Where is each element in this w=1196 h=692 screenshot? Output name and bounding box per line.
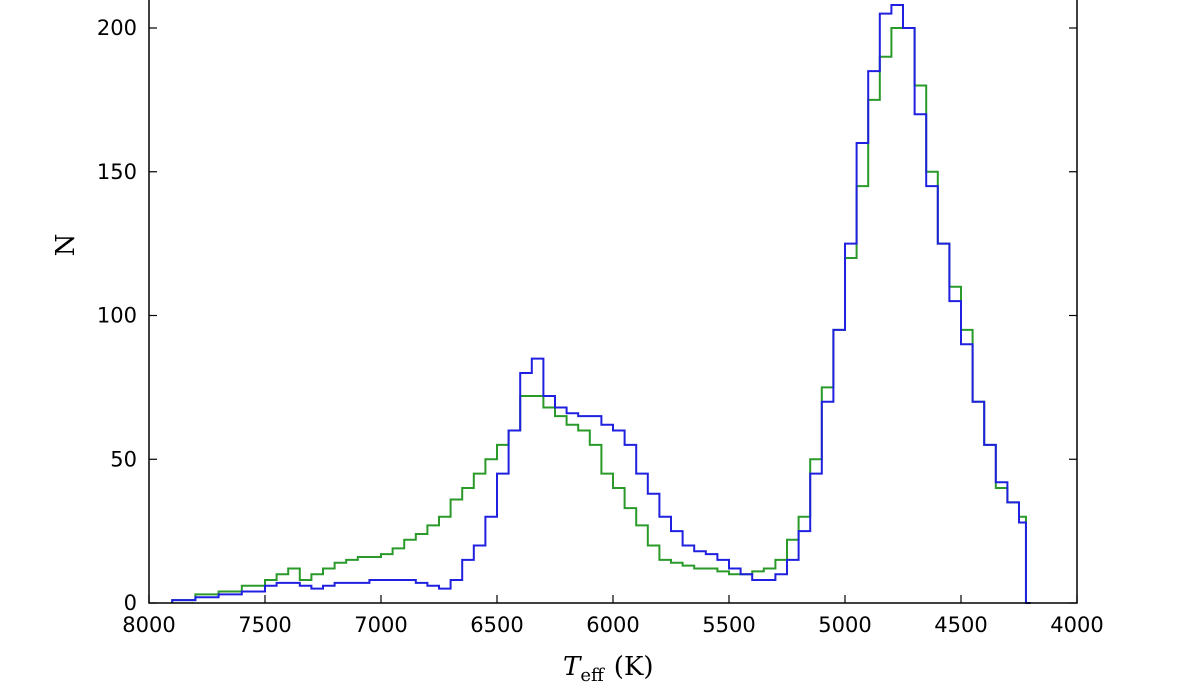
x-tick-label: 8000 [122, 613, 175, 637]
x-axis-label: Teff (K) [563, 652, 654, 686]
y-axis: 0 50 100 150 200 [97, 16, 1077, 615]
x-tick-label: 6500 [470, 613, 523, 637]
series-line-2 [171, 4, 1031, 604]
x-tick-label: 7500 [238, 613, 291, 637]
x-tick-label: 7000 [354, 613, 407, 637]
y-tick-label: 50 [110, 447, 137, 471]
series-layer [171, 4, 1031, 604]
y-tick-label: 150 [97, 160, 137, 184]
x-tick-label: 6000 [586, 613, 639, 637]
x-tick-label: 4000 [1050, 613, 1103, 637]
y-axis-label: N [51, 234, 81, 257]
plot-frame [148, 0, 1078, 604]
x-tick-label: 5000 [818, 613, 871, 637]
x-axis: 8000 7500 7000 6500 6000 5500 5000 4500 4000 [122, 595, 1104, 637]
plot-area [148, 0, 1078, 604]
series-line-1 [171, 27, 1031, 604]
y-tick-label: 0 [124, 591, 137, 615]
x-axis-label-subscript: eff [580, 665, 605, 686]
y-tick-label: 100 [97, 304, 137, 328]
x-axis-label-symbol: T [563, 652, 582, 682]
x-axis-label-unit: (K) [614, 652, 654, 682]
x-tick-label: 5500 [702, 613, 755, 637]
y-tick-label: 200 [97, 16, 137, 40]
x-tick-label: 4500 [934, 613, 987, 637]
